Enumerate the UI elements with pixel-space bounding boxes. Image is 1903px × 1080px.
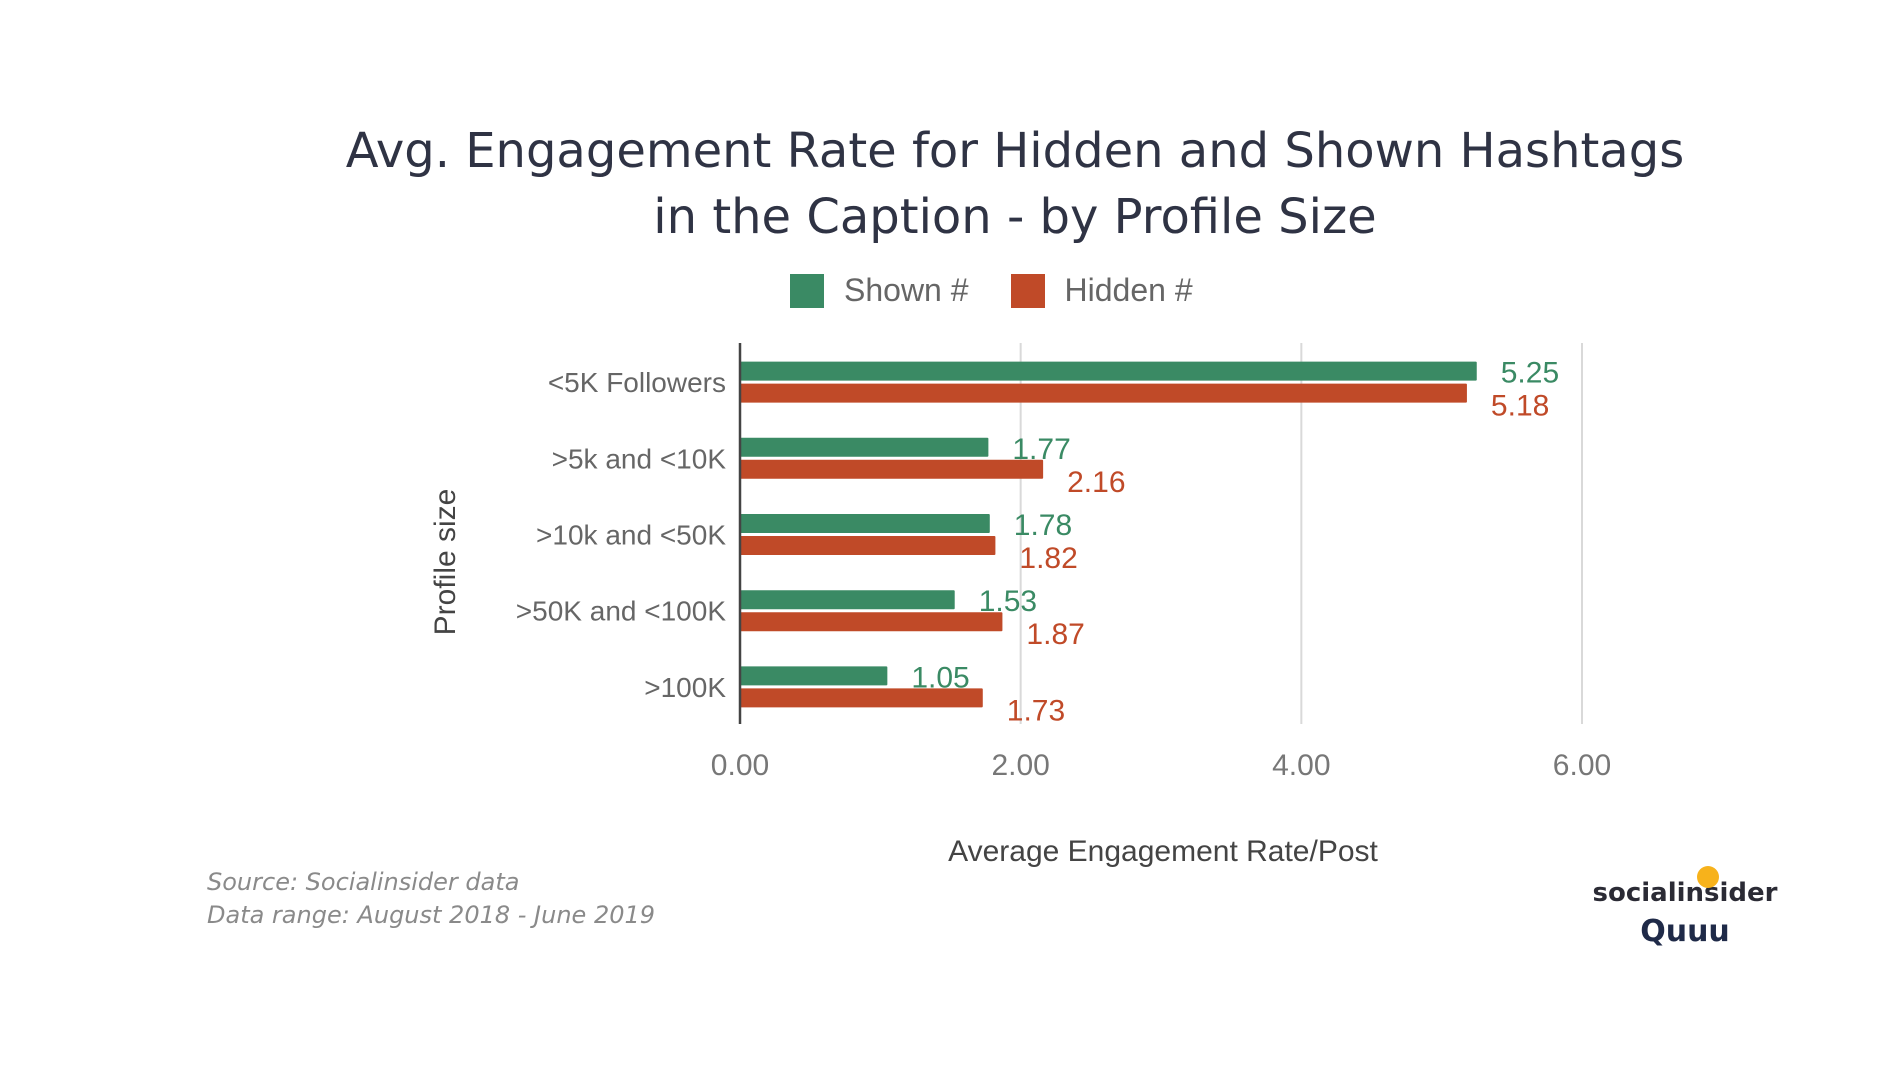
quuu-logo: Quuu [1640, 914, 1730, 949]
data-label-hidden-4: 1.73 [1007, 694, 1065, 727]
data-label-hidden-0: 5.18 [1491, 390, 1549, 423]
chart-title: Avg. Engagement Rate for Hidden and Show… [0, 118, 1903, 250]
socialinsider-logo-text: socialinsider [1592, 878, 1778, 908]
data-label-hidden-2: 1.82 [1019, 542, 1077, 575]
data-range-line: Data range: August 2018 - June 2019 [207, 901, 656, 929]
legend-item-shown: Shown # [790, 272, 969, 309]
category-label-4: >100K [644, 672, 726, 703]
data-label-shown-0: 5.25 [1501, 357, 1559, 390]
data-label-hidden-3: 1.87 [1026, 618, 1084, 651]
category-label-0: <5K Followers [548, 367, 726, 398]
source-note: Source: Socialinsider data Data range: A… [207, 866, 655, 932]
bar-hidden-2 [740, 536, 996, 555]
bar-shown-4 [740, 666, 888, 686]
y-axis-title: Profile size [429, 489, 462, 636]
bar-shown-2 [740, 514, 990, 533]
chart-legend: Shown # Hidden # [790, 272, 1235, 309]
socialinsider-logo: socialinsider [1585, 866, 1785, 908]
logo-dot-icon [1697, 866, 1719, 888]
x-tick-label-1: 2.00 [991, 749, 1049, 782]
x-tick-label-2: 4.00 [1272, 749, 1330, 782]
category-label-1: >5k and <10K [552, 443, 727, 474]
chart-title-line-1: Avg. Engagement Rate for Hidden and Show… [345, 123, 1685, 179]
data-label-shown-2: 1.78 [1014, 509, 1072, 542]
source-line: Source: Socialinsider data [207, 868, 520, 896]
bar-shown-1 [740, 437, 989, 457]
data-label-hidden-1: 2.16 [1067, 466, 1125, 499]
x-tick-label-3: 6.00 [1553, 749, 1611, 782]
bar-shown-0 [740, 361, 1477, 381]
x-tick-label-0: 0.00 [711, 749, 769, 782]
x-axis-title: Average Engagement Rate/Post [948, 835, 1378, 868]
bar-hidden-0 [740, 383, 1467, 403]
bar-hidden-4 [740, 688, 983, 708]
legend-swatch-shown [790, 273, 824, 308]
legend-item-hidden: Hidden # [1010, 272, 1193, 309]
bar-shown-3 [740, 590, 955, 610]
category-label-2: >10k and <50K [536, 520, 726, 551]
legend-label-shown: Shown # [844, 272, 969, 308]
brand-logos: socialinsider Quuu [1585, 866, 1785, 949]
category-label-3: >50K and <100K [516, 596, 727, 627]
legend-swatch-hidden [1010, 273, 1045, 308]
chart-title-line-2: in the Caption - by Profile Size [653, 189, 1377, 245]
bar-hidden-1 [740, 459, 1044, 479]
legend-label-hidden: Hidden # [1064, 272, 1193, 308]
bar-hidden-3 [740, 612, 1003, 632]
